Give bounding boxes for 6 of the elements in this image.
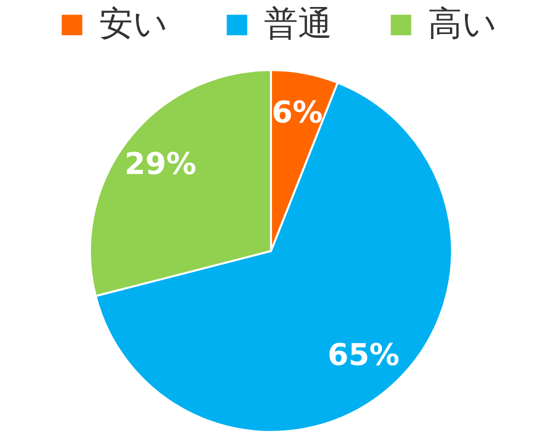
data-label: 29% [124, 147, 196, 182]
legend-label: 普通 [264, 4, 332, 44]
legend-label: 高い [428, 4, 497, 44]
data-label: 6% [272, 95, 323, 130]
legend-label: 安い [99, 4, 168, 44]
data-label: 65% [328, 338, 400, 374]
